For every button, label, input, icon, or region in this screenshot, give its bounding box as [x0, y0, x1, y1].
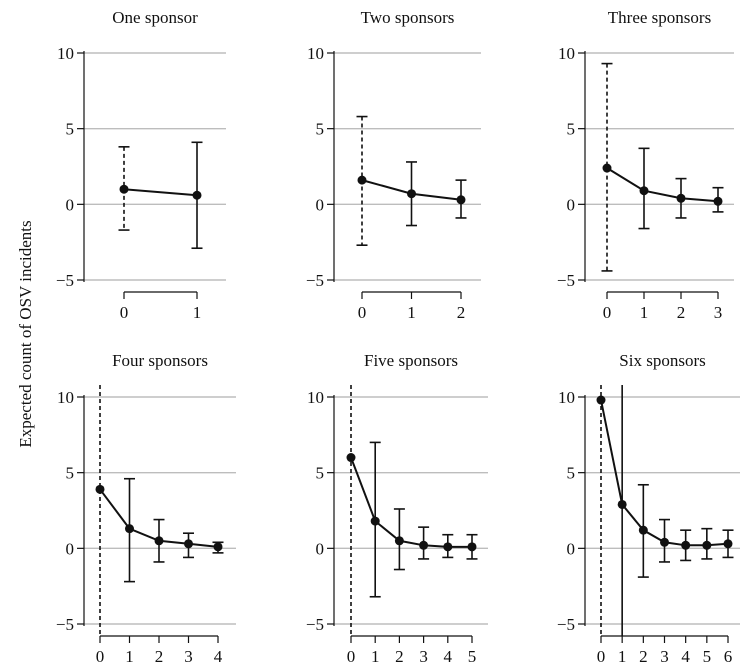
data-point	[639, 186, 649, 196]
panel-4: Four sponsors −5 0 5 10 0 1 2 3 4	[56, 351, 236, 666]
x-tick-label: 2	[639, 647, 648, 666]
data-point	[713, 196, 723, 206]
data-point	[702, 540, 712, 550]
y-tick-label: 0	[66, 195, 75, 214]
data-point	[154, 536, 164, 546]
data-point	[443, 542, 453, 552]
x-tick-label: 2	[677, 303, 686, 322]
data-point	[419, 540, 429, 550]
x-tick-label: 3	[660, 647, 669, 666]
data-point	[213, 542, 223, 552]
y-tick-label: 10	[57, 44, 74, 63]
x-tick-label: 4	[214, 647, 223, 666]
panel-title: One sponsor	[112, 8, 198, 27]
data-point	[456, 195, 466, 205]
y-tick-label: 10	[307, 388, 324, 407]
y-tick-label: 10	[558, 388, 575, 407]
y-tick-label: 5	[316, 464, 325, 483]
x-tick-label: 0	[603, 303, 612, 322]
data-point	[192, 190, 202, 200]
x-tick-label: 3	[184, 647, 193, 666]
x-tick-label: 3	[419, 647, 428, 666]
y-tick-label: 0	[567, 539, 576, 558]
y-tick-label: −5	[306, 271, 324, 290]
x-tick-label: 1	[193, 303, 202, 322]
x-tick-label: 1	[371, 647, 380, 666]
data-point	[676, 193, 686, 203]
data-point	[370, 516, 380, 526]
panel-2: Two sponsors −5 0 5 10 0 1 2	[306, 8, 481, 322]
panel-3: Three sponsors −5 0 5 10 0 1 2 3	[557, 8, 734, 322]
y-tick-label: −5	[306, 615, 324, 634]
y-tick-label: 0	[567, 195, 576, 214]
y-tick-label: 5	[316, 120, 325, 139]
y-tick-label: −5	[557, 271, 575, 290]
y-tick-label: 0	[316, 195, 325, 214]
panel-title: Five sponsors	[364, 351, 458, 370]
x-tick-label: 0	[358, 303, 367, 322]
x-tick-label: 2	[395, 647, 404, 666]
x-tick-label: 0	[347, 647, 356, 666]
x-tick-label: 4	[681, 647, 690, 666]
series-line	[350, 457, 472, 548]
y-tick-label: 5	[567, 120, 576, 139]
data-point	[357, 175, 367, 185]
y-tick-label: 10	[57, 388, 74, 407]
data-point	[119, 184, 129, 194]
x-tick-label: 1	[618, 647, 627, 666]
y-tick-label: −5	[56, 271, 74, 290]
y-tick-label: 0	[66, 539, 75, 558]
data-point	[602, 163, 612, 173]
data-point	[596, 395, 606, 405]
y-tick-label: 5	[567, 464, 576, 483]
x-tick-label: 6	[724, 647, 733, 666]
x-tick-label: 0	[597, 647, 606, 666]
x-tick-label: 2	[457, 303, 466, 322]
data-point	[95, 484, 105, 494]
series-line	[606, 167, 719, 203]
data-point	[638, 525, 648, 535]
x-tick-label: 2	[155, 647, 164, 666]
x-tick-label: 5	[703, 647, 712, 666]
y-tick-label: 10	[307, 44, 324, 63]
data-point	[407, 189, 416, 199]
panel-title: Two sponsors	[361, 8, 455, 27]
panel-title: Four sponsors	[112, 351, 208, 370]
x-tick-label: 1	[407, 303, 416, 322]
x-tick-label: 1	[640, 303, 649, 322]
panel-title: Three sponsors	[608, 8, 711, 27]
x-tick-label: 5	[468, 647, 477, 666]
y-tick-label: −5	[56, 615, 74, 634]
data-point	[125, 524, 134, 534]
data-point	[660, 537, 669, 547]
data-point	[467, 542, 477, 552]
data-point	[394, 536, 404, 546]
y-tick-label: 10	[558, 44, 575, 63]
y-tick-label: 5	[66, 120, 75, 139]
x-tick-label: 0	[96, 647, 105, 666]
data-point	[681, 540, 691, 550]
data-point	[184, 539, 193, 549]
y-tick-label: 0	[316, 539, 325, 558]
x-tick-label: 0	[120, 303, 129, 322]
series-line	[123, 188, 198, 197]
panel-1: One sponsor −5 0 5 10 0 1	[56, 8, 226, 322]
y-tick-label: −5	[557, 615, 575, 634]
data-point	[617, 499, 627, 509]
data-point	[723, 539, 733, 549]
x-tick-label: 1	[125, 647, 134, 666]
x-tick-label: 3	[714, 303, 723, 322]
data-point	[346, 453, 356, 463]
panel-title: Six sponsors	[619, 351, 705, 370]
y-tick-label: 5	[66, 464, 75, 483]
x-tick-label: 4	[444, 647, 453, 666]
